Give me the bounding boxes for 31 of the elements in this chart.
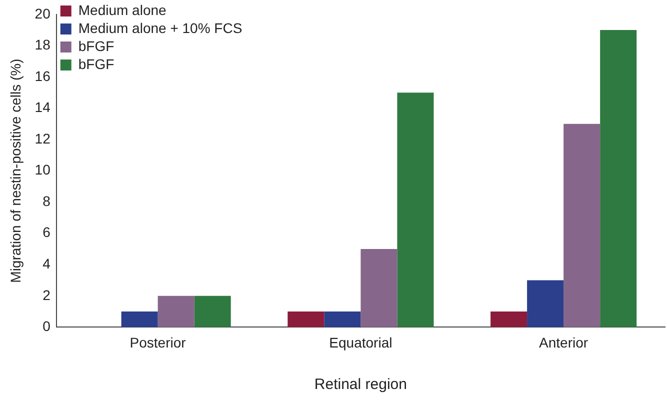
legend-label: Medium alone [78, 2, 167, 18]
bar [490, 312, 528, 328]
y-tick-label: 12 [34, 130, 51, 146]
bar [397, 92, 434, 328]
y-axis-title: Migration of nestin-positive cells (%) [7, 58, 24, 283]
bar [600, 30, 637, 328]
y-tick-label: 10 [34, 162, 51, 178]
bar [158, 296, 194, 328]
y-tick-label: 2 [42, 286, 51, 303]
bar [527, 280, 564, 328]
x-tick-label: Anterior [539, 334, 588, 350]
legend-label: Medium alone + 10% FCS [78, 20, 242, 36]
legend-label: bFGF [78, 56, 114, 72]
y-tick-label: 6 [42, 224, 51, 240]
bar [324, 312, 361, 328]
x-tick-label: Equatorial [329, 334, 392, 350]
y-tick-label: 14 [34, 99, 51, 116]
x-axis-title: Retinal region [314, 376, 407, 394]
bar [194, 296, 231, 328]
bar [360, 249, 398, 328]
y-tick-label: 8 [42, 192, 51, 209]
x-tick-label: Posterior [130, 334, 186, 350]
bar [121, 312, 158, 328]
bar [564, 124, 600, 328]
y-tick-label: 20 [34, 5, 51, 22]
y-tick-label: 18 [34, 36, 51, 53]
bar [288, 312, 324, 328]
y-tick-label: 0 [42, 318, 51, 334]
y-tick-label: 4 [42, 256, 51, 272]
y-tick-label: 16 [34, 68, 51, 84]
legend-label: bFGF [78, 38, 114, 54]
